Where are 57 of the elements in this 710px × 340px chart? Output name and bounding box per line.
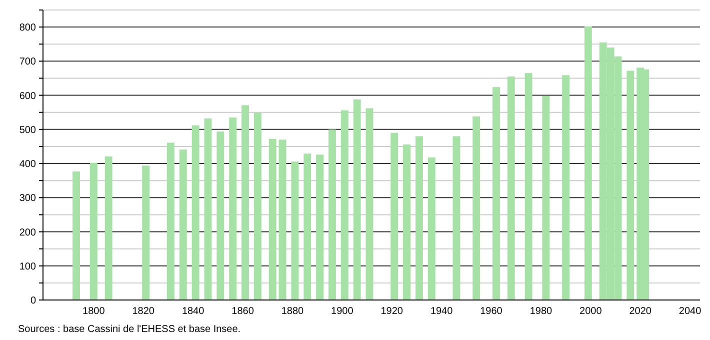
bar	[142, 166, 150, 300]
x-tick-label: 2040	[678, 306, 702, 317]
x-tick-label: 1960	[480, 306, 503, 317]
bar	[562, 75, 570, 300]
x-tick-label: 2020	[629, 306, 652, 317]
source-note: Sources : base Cassini de l'EHESS et base Insee.	[18, 324, 241, 335]
bar	[216, 131, 224, 300]
x-tick-label: 1840	[182, 306, 205, 317]
y-tick-label: 700	[19, 56, 36, 68]
bar	[472, 116, 480, 300]
x-tick-label: 1860	[232, 306, 254, 317]
x-tick-label: 1820	[132, 306, 155, 317]
bar	[524, 73, 532, 300]
y-tick-label: 800	[19, 22, 36, 34]
x-tick-label: 1980	[530, 306, 553, 317]
y-tick-label: 400	[19, 159, 36, 170]
bar	[507, 76, 515, 300]
bar	[304, 154, 312, 300]
x-tick-label: 1920	[380, 306, 404, 317]
bar	[626, 70, 634, 300]
bar	[229, 117, 237, 300]
bar	[268, 138, 276, 300]
x-tick-label: 1880	[281, 306, 304, 317]
bar	[254, 112, 262, 300]
bar	[204, 118, 212, 300]
bar	[366, 108, 374, 300]
x-tick-label: 1800	[82, 306, 106, 317]
x-tick-label: 1940	[430, 306, 454, 317]
bar	[291, 161, 299, 300]
x-tick-label: 1900	[331, 306, 354, 317]
y-tick-label: 500	[19, 124, 36, 136]
bar	[278, 140, 286, 300]
bar	[390, 132, 398, 300]
bar	[403, 144, 410, 300]
bar	[542, 96, 550, 300]
bar	[340, 110, 348, 300]
bar	[179, 150, 187, 300]
bar	[316, 154, 324, 300]
bar	[192, 125, 200, 300]
x-tick-label: 2000	[580, 306, 602, 317]
bar	[328, 129, 336, 300]
y-tick-label: 100	[19, 261, 36, 272]
bar	[415, 136, 423, 300]
bar	[166, 142, 174, 300]
bar	[90, 162, 98, 300]
bar	[104, 156, 112, 300]
bar	[428, 157, 436, 300]
bar	[72, 171, 80, 300]
bar	[492, 87, 500, 300]
y-tick-label: 600	[19, 90, 36, 102]
bar	[242, 105, 249, 300]
y-tick-label: 300	[19, 193, 36, 204]
bar	[584, 26, 592, 300]
y-tick-label: 0	[30, 296, 36, 306]
bar	[452, 136, 460, 300]
y-tick-label: 200	[19, 227, 36, 238]
bar	[353, 99, 361, 300]
